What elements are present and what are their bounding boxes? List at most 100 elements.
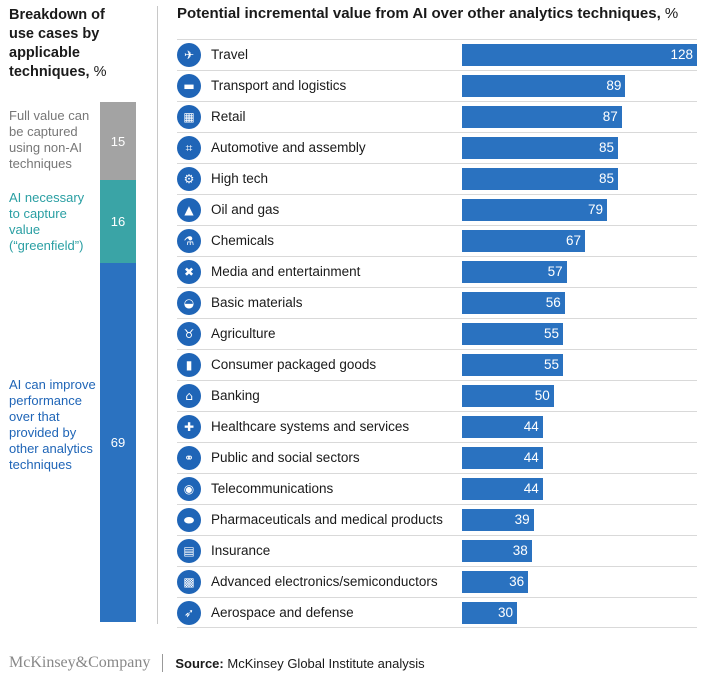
chart-row: ⌂ Banking 50 bbox=[177, 380, 697, 411]
bar-value-label: 56 bbox=[545, 295, 561, 310]
bar-value-label: 38 bbox=[512, 543, 528, 558]
chart-row: ⚭ Public and social sectors 44 bbox=[177, 442, 697, 473]
antenna-icon: ◉ bbox=[177, 477, 201, 501]
bar bbox=[462, 44, 697, 66]
stack-segment: 15 bbox=[100, 102, 136, 180]
bar-value-label: 87 bbox=[602, 109, 618, 124]
chassis-icon: ⌗ bbox=[177, 136, 201, 160]
bar-value-label: 44 bbox=[523, 481, 539, 496]
bar bbox=[462, 199, 608, 221]
bar bbox=[462, 106, 622, 128]
bar-value-label: 57 bbox=[547, 264, 563, 279]
category-label: Automotive and assembly bbox=[211, 140, 366, 155]
package-icon: ▮ bbox=[177, 353, 201, 377]
bar-value-label: 89 bbox=[606, 78, 622, 93]
chart-row: ◉ Telecommunications 44 bbox=[177, 473, 697, 504]
bar-value-label: 85 bbox=[599, 171, 615, 186]
bar-value-label: 30 bbox=[498, 605, 514, 620]
chart-row: ⬬ Pharmaceuticals and medical products 39 bbox=[177, 504, 697, 535]
chart-row: ⚙ High tech 85 bbox=[177, 163, 697, 194]
bar-value-label: 67 bbox=[565, 233, 581, 248]
bar bbox=[462, 168, 619, 190]
stack-segment-value: 69 bbox=[110, 435, 126, 451]
truck-icon: ▬ bbox=[177, 74, 201, 98]
chart-row: ◒ Basic materials 56 bbox=[177, 287, 697, 318]
category-label: Aerospace and defense bbox=[211, 605, 354, 620]
bar bbox=[462, 602, 518, 624]
hard-hat-icon: ◒ bbox=[177, 291, 201, 315]
robot-arm-icon: ⚙ bbox=[177, 167, 201, 191]
cow-icon: ♉ bbox=[177, 322, 201, 346]
category-label: Media and entertainment bbox=[211, 264, 361, 279]
stack-segment-label: AI can improve performance over that pro… bbox=[9, 377, 96, 472]
bar bbox=[462, 261, 567, 283]
bar bbox=[462, 571, 529, 593]
chart-row: ▩ Advanced electronics/semiconductors 36 bbox=[177, 566, 697, 597]
chart-row: ➶ Aerospace and defense 30 bbox=[177, 597, 697, 628]
bar-value-label: 55 bbox=[543, 326, 559, 341]
bar bbox=[462, 75, 626, 97]
stack-segment-value: 15 bbox=[110, 133, 126, 149]
chart-row: ✚ Healthcare systems and services 44 bbox=[177, 411, 697, 442]
bar-value-label: 39 bbox=[514, 512, 530, 527]
oil-pump-icon: ▲ bbox=[177, 198, 201, 222]
chart-row: ♉ Agriculture 55 bbox=[177, 318, 697, 349]
document-icon: ▤ bbox=[177, 539, 201, 563]
bar-value-label: 79 bbox=[588, 202, 604, 217]
director-chair-icon: ✖ bbox=[177, 260, 201, 284]
stack-segment-label: AI necessary to capture value (“greenfie… bbox=[9, 190, 85, 253]
flask-icon: ⚗ bbox=[177, 229, 201, 253]
panel-divider bbox=[157, 6, 158, 624]
bar bbox=[462, 292, 565, 314]
shopping-cart-icon: ▦ bbox=[177, 105, 201, 129]
chart-row: ⌗ Automotive and assembly 85 bbox=[177, 132, 697, 163]
stack-segment-label: Full value can be captured using non-AI … bbox=[9, 108, 90, 171]
chart-row: ✖ Media and entertainment 57 bbox=[177, 256, 697, 287]
category-label: Insurance bbox=[211, 543, 271, 558]
bar bbox=[462, 323, 563, 345]
bar bbox=[462, 509, 534, 531]
rocket-icon: ➶ bbox=[177, 601, 201, 625]
chart-row: ▤ Insurance 38 bbox=[177, 535, 697, 566]
category-label: Public and social sectors bbox=[211, 450, 360, 465]
chart-row: ▮ Consumer packaged goods 55 bbox=[177, 349, 697, 380]
bar-value-label: 128 bbox=[670, 47, 693, 62]
bar-value-label: 44 bbox=[523, 419, 539, 434]
chart-row: ▲ Oil and gas 79 bbox=[177, 194, 697, 225]
left-title-text: Breakdown of use cases by applicable tec… bbox=[9, 7, 105, 80]
bar-chart: ✈ Travel 128 ▬ Transport and logistics 89 ▦ Ret… bbox=[177, 39, 697, 628]
category-label: Telecommunications bbox=[211, 481, 334, 496]
bar-value-label: 44 bbox=[523, 450, 539, 465]
bank-icon: ⌂ bbox=[177, 384, 201, 408]
stack-segment: 69 bbox=[100, 263, 136, 622]
chart-row: ▦ Retail 87 bbox=[177, 101, 697, 132]
category-label: High tech bbox=[211, 171, 269, 186]
left-title-unit: % bbox=[93, 64, 107, 80]
category-label: Transport and logistics bbox=[211, 78, 347, 93]
stacked-bar: 15 16 69 bbox=[100, 102, 136, 622]
handshake-icon: ⚭ bbox=[177, 446, 201, 470]
pills-icon: ⬬ bbox=[177, 508, 201, 532]
airplane-icon: ✈ bbox=[177, 43, 201, 67]
bar bbox=[462, 478, 543, 500]
category-label: Consumer packaged goods bbox=[211, 357, 377, 372]
source-text: McKinsey Global Institute analysis bbox=[227, 655, 425, 671]
category-label: Advanced electronics/semiconductors bbox=[211, 574, 438, 589]
bar bbox=[462, 385, 554, 407]
bar-value-label: 55 bbox=[543, 357, 559, 372]
doctor-icon: ✚ bbox=[177, 415, 201, 439]
bar bbox=[462, 447, 543, 469]
bar-value-label: 85 bbox=[599, 140, 615, 155]
footer-divider bbox=[162, 654, 164, 672]
stack-segment: 16 bbox=[100, 180, 136, 264]
right-title-text: Potential incremental value from AI over… bbox=[177, 5, 661, 22]
category-label: Travel bbox=[211, 47, 249, 62]
category-label: Banking bbox=[211, 388, 260, 403]
chip-icon: ▩ bbox=[177, 570, 201, 594]
chart-row: ✈ Travel 128 bbox=[177, 39, 697, 70]
left-panel-title: Breakdown of use cases by applicable tec… bbox=[9, 6, 129, 82]
category-label: Chemicals bbox=[211, 233, 275, 248]
brand-logo: McKinsey&Company bbox=[9, 654, 151, 671]
bar bbox=[462, 416, 543, 438]
bar-value-label: 36 bbox=[509, 574, 525, 589]
